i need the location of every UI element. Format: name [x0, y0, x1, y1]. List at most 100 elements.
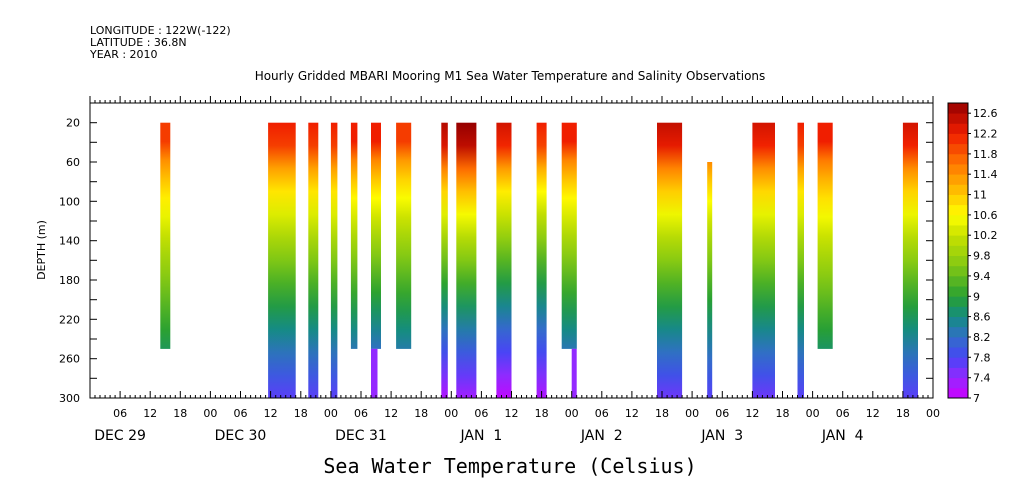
x-tick-label: 00	[444, 407, 458, 420]
colorbar-swatch	[948, 184, 968, 195]
colorbar-swatch	[948, 326, 968, 338]
colorbar: 12.6 12.2 11.8 11.4 11 10.6 10.2 9.8 9.4 9 8.6 8.2 7…	[947, 102, 998, 405]
colorbar-label: 10.2	[973, 229, 998, 242]
colorbar-label: 9	[973, 290, 980, 303]
x-tick-label: 18	[655, 407, 669, 420]
y-tick-label: 220	[59, 313, 80, 326]
x-day-label: JAN 4	[821, 428, 864, 444]
x-tick-label: 18	[414, 407, 428, 420]
colorbar-swatch	[948, 316, 968, 328]
chart-title: Hourly Gridded MBARI Mooring M1 Sea Wate…	[254, 69, 766, 83]
x-tick-label: 12	[384, 407, 398, 420]
x-tick-label: 18	[173, 407, 187, 420]
x-tick-label: 18	[896, 407, 910, 420]
colorbar-label: 9.4	[973, 270, 991, 283]
data-segment	[396, 122, 412, 349]
data-segment	[308, 122, 319, 398]
data-segment	[268, 122, 296, 398]
x-tick-label: 12	[745, 407, 759, 420]
x-tick-label: 00	[806, 407, 820, 420]
chart-subtitle: Sea Water Temperature (Celsius)	[323, 454, 697, 478]
colorbar-swatch	[948, 347, 968, 358]
x-tick-label: 18	[776, 407, 790, 420]
y-tick-label: 60	[66, 156, 80, 169]
colorbar-swatch	[948, 225, 968, 236]
colorbar-label: 7.8	[973, 351, 991, 364]
colorbar-label: 12.6	[973, 107, 998, 120]
colorbar-swatch	[948, 143, 968, 155]
x-tick-label: 06	[836, 407, 850, 420]
colorbar-label: 10.6	[973, 209, 998, 222]
longitude-label: LONGITUDE : 122W(-122)	[90, 24, 231, 37]
x-tick-label: 12	[264, 407, 278, 420]
y-tick-label: 20	[66, 117, 80, 130]
data-segment	[456, 122, 477, 398]
data-segment	[657, 122, 683, 398]
data-segment	[707, 162, 713, 398]
x-day-label: DEC 29	[94, 428, 146, 444]
x-tick-label: 12	[866, 407, 880, 420]
colorbar-swatch	[948, 265, 968, 277]
data-segment	[330, 122, 338, 398]
x-tick-label: 06	[234, 407, 248, 420]
x-day-label: JAN 2	[580, 428, 623, 444]
colorbar-swatch	[948, 204, 968, 216]
colorbar-label: 8.2	[973, 331, 991, 344]
colorbar-swatch	[948, 286, 968, 297]
colorbar-label: 11.4	[973, 168, 998, 181]
colorbar-swatch	[948, 123, 968, 134]
y-axis-label: DEPTH (m)	[35, 220, 48, 280]
x-tick-label: 00	[565, 407, 579, 420]
x-tick-label: 06	[474, 407, 488, 420]
data-segments	[160, 122, 918, 398]
colorbar-swatch	[948, 214, 968, 226]
data-segment	[561, 122, 577, 349]
colorbar-swatch	[948, 357, 968, 368]
latitude-label: LATITUDE : 36.8N	[90, 36, 187, 49]
colorbar-swatch	[948, 113, 968, 124]
y-tick-label: 100	[59, 195, 80, 208]
colorbar-swatch	[948, 367, 968, 379]
x-day-label: DEC 30	[215, 428, 267, 444]
colorbar-swatch	[948, 255, 968, 267]
colorbar-swatch	[948, 153, 968, 165]
x-tick-label: 00	[203, 407, 217, 420]
colorbar-swatch	[948, 336, 968, 348]
data-segment	[160, 122, 171, 349]
x-tick-label: 12	[625, 407, 639, 420]
data-segment	[571, 348, 577, 398]
x-day-label: JAN 1	[460, 428, 503, 444]
data-segment	[496, 122, 512, 398]
year-label: YEAR : 2010	[90, 48, 158, 61]
data-segment	[817, 122, 833, 349]
colorbar-label: 8.6	[973, 311, 991, 324]
colorbar-swatch	[948, 103, 968, 114]
data-segment	[797, 122, 804, 398]
colorbar-swatch	[948, 194, 968, 206]
colorbar-swatch	[948, 235, 968, 246]
x-day-label: JAN 3	[700, 428, 743, 444]
colorbar-label: 11.8	[973, 148, 998, 161]
data-segment	[441, 122, 448, 398]
data-segment	[752, 122, 775, 398]
data-segment	[536, 122, 547, 398]
colorbar-frame	[947, 102, 969, 399]
colorbar-swatch	[948, 275, 968, 287]
colorbar-label: 7.4	[973, 372, 991, 385]
colorbar-swatch	[948, 306, 968, 318]
y-tick-label: 260	[59, 353, 80, 366]
colorbar-swatch	[948, 377, 968, 389]
colorbar-swatch	[948, 174, 968, 185]
colorbar-swatch	[948, 387, 968, 399]
colorbar-swatch	[948, 296, 968, 307]
x-tick-label: 00	[324, 407, 338, 420]
data-segment	[371, 348, 378, 398]
colorbar-swatch	[948, 245, 968, 256]
data-segment	[371, 122, 381, 349]
colorbar-label: 11	[973, 189, 987, 202]
x-tick-label: 06	[113, 407, 127, 420]
colorbar-label: 9.8	[973, 250, 991, 263]
x-tick-label: 06	[715, 407, 729, 420]
x-tick-label: 06	[354, 407, 368, 420]
y-tick-label: 300	[59, 392, 80, 405]
